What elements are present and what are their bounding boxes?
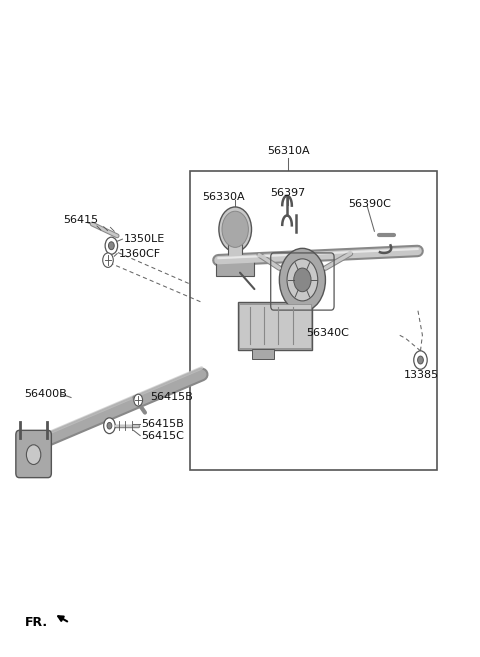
Text: 56415B: 56415B xyxy=(142,419,184,429)
Circle shape xyxy=(104,418,115,434)
Text: 56310A: 56310A xyxy=(267,147,309,156)
Circle shape xyxy=(26,445,41,464)
Bar xyxy=(238,302,312,350)
Circle shape xyxy=(414,351,427,369)
Circle shape xyxy=(105,237,118,254)
Ellipse shape xyxy=(222,212,249,248)
Text: 56415: 56415 xyxy=(63,215,98,225)
Circle shape xyxy=(103,253,113,267)
Circle shape xyxy=(279,248,325,311)
Text: 56390C: 56390C xyxy=(348,198,391,209)
Text: 56415C: 56415C xyxy=(142,430,184,441)
Bar xyxy=(239,304,311,348)
Bar xyxy=(190,171,437,470)
Bar xyxy=(252,349,274,359)
Circle shape xyxy=(294,268,311,292)
Text: 56415B: 56415B xyxy=(150,392,192,403)
Circle shape xyxy=(287,259,318,301)
Circle shape xyxy=(107,422,112,429)
Text: 56330A: 56330A xyxy=(202,192,244,202)
Text: 56397: 56397 xyxy=(270,188,306,198)
Circle shape xyxy=(108,242,114,250)
FancyBboxPatch shape xyxy=(16,430,51,478)
Text: 13385: 13385 xyxy=(404,370,439,380)
Ellipse shape xyxy=(219,207,252,252)
Text: 1350LE: 1350LE xyxy=(124,234,165,244)
Circle shape xyxy=(418,356,423,364)
Bar xyxy=(228,235,242,263)
Text: 56400B: 56400B xyxy=(24,389,67,399)
Text: FR.: FR. xyxy=(25,616,48,629)
Text: 56340C: 56340C xyxy=(306,328,349,338)
Circle shape xyxy=(134,394,143,406)
Text: 1360CF: 1360CF xyxy=(119,248,161,259)
Bar xyxy=(216,261,254,276)
